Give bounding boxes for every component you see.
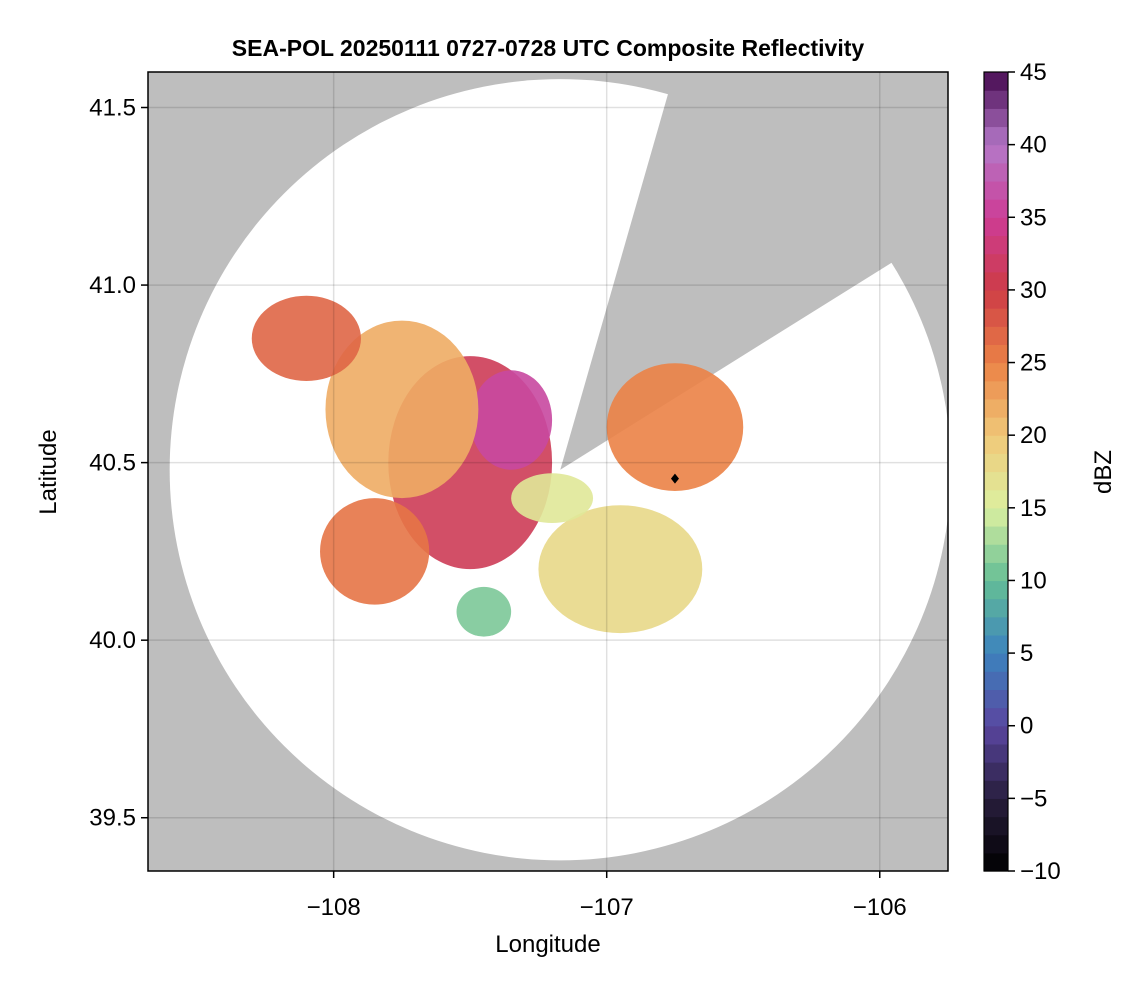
colorbar-segment bbox=[984, 235, 1008, 255]
echo-region bbox=[320, 498, 430, 605]
colorbar-segment bbox=[984, 326, 1008, 345]
colorbar-segment bbox=[984, 271, 1008, 291]
colorbar-segment bbox=[984, 126, 1008, 146]
colorbar-segment bbox=[984, 380, 1008, 400]
colorbar-tick-label: 15 bbox=[1020, 495, 1047, 522]
colorbar-segment bbox=[984, 689, 1008, 709]
colorbar-segment bbox=[984, 725, 1008, 745]
colorbar-segment bbox=[984, 217, 1008, 237]
colorbar-segment bbox=[984, 435, 1008, 454]
colorbar-tick-label: 40 bbox=[1020, 132, 1047, 159]
colorbar-segment bbox=[984, 144, 1008, 164]
colorbar-segment bbox=[984, 525, 1008, 545]
colorbar-segment bbox=[984, 616, 1008, 636]
colorbar-segment bbox=[984, 780, 1008, 799]
colorbar-segment bbox=[984, 634, 1008, 654]
echo-region bbox=[511, 473, 594, 523]
y-tick-label: 40.5 bbox=[89, 450, 136, 477]
plot-content bbox=[148, 72, 948, 871]
colorbar-segment bbox=[984, 762, 1008, 781]
plot-frame bbox=[147, 71, 949, 872]
chart-title: SEA-POL 20250111 0727-0728 UTC Composite… bbox=[232, 35, 865, 61]
colorbar-segment bbox=[984, 653, 1008, 672]
colorbar-segment bbox=[984, 289, 1008, 309]
colorbar-segment bbox=[984, 108, 1008, 128]
echo-region bbox=[456, 586, 512, 637]
colorbar-segment bbox=[984, 562, 1008, 582]
colorbar-segment bbox=[984, 743, 1008, 763]
colorbar-tick-label: 20 bbox=[1020, 422, 1047, 449]
echo-region bbox=[538, 505, 703, 634]
colorbar-tick-label: 25 bbox=[1020, 350, 1047, 377]
colorbar-tick-label: 35 bbox=[1020, 204, 1047, 231]
colorbar-segment bbox=[984, 816, 1008, 836]
echo-region bbox=[606, 363, 744, 492]
plot-area: −108 −107 −106 39.5 40.0 40.5 41.0 41.5 bbox=[89, 71, 949, 921]
colorbar-segment bbox=[984, 72, 1008, 91]
colorbar-segment bbox=[984, 162, 1008, 182]
x-tick-label: −106 bbox=[853, 894, 907, 921]
colorbar-segment bbox=[984, 417, 1008, 436]
colorbar-tick-label: 30 bbox=[1020, 277, 1047, 304]
colorbar-segment bbox=[984, 852, 1008, 872]
x-tick-label: −107 bbox=[580, 894, 634, 921]
colorbar-segment bbox=[984, 308, 1008, 327]
colorbar-label: dBZ bbox=[1090, 450, 1117, 494]
colorbar-tick-label: 45 bbox=[1020, 59, 1047, 86]
colorbar-segment bbox=[984, 671, 1008, 691]
site-marker-diamond bbox=[670, 473, 679, 484]
colorbar-segment bbox=[984, 798, 1008, 818]
y-axis-label: Latitude bbox=[35, 429, 62, 514]
y-tick-label: 40.0 bbox=[89, 627, 136, 654]
colorbar-tick-label: −5 bbox=[1020, 785, 1047, 812]
echo-region bbox=[251, 295, 361, 381]
colorbar-segment bbox=[984, 580, 1008, 600]
colorbar-tick-label: −10 bbox=[1020, 858, 1061, 885]
colorbar-segment bbox=[984, 199, 1008, 218]
colorbar-tick-label: 10 bbox=[1020, 567, 1047, 594]
colorbar-segment bbox=[984, 180, 1008, 200]
y-tick-label: 41.5 bbox=[89, 95, 136, 122]
colorbar-segment bbox=[984, 398, 1008, 418]
colorbar-frame bbox=[983, 71, 1009, 872]
colorbar-segment bbox=[984, 598, 1008, 618]
echo-region bbox=[470, 370, 553, 470]
colorbar-tick-label: 5 bbox=[1020, 640, 1033, 667]
colorbar-segment bbox=[984, 544, 1008, 563]
colorbar-segment bbox=[984, 362, 1008, 382]
colorbar-segment bbox=[984, 489, 1008, 509]
echo-regions bbox=[251, 295, 744, 637]
colorbar-segment bbox=[984, 344, 1008, 364]
colorbar-segment bbox=[984, 834, 1008, 854]
colorbar-segment bbox=[984, 90, 1008, 109]
x-tick-label: −108 bbox=[307, 894, 361, 921]
colorbar-segment bbox=[984, 471, 1008, 491]
x-axis-label: Longitude bbox=[495, 931, 600, 958]
echo-region bbox=[325, 320, 479, 499]
y-tick-label: 41.0 bbox=[89, 272, 136, 299]
colorbar-segment bbox=[984, 253, 1008, 273]
colorbar: −10 −5 0 5 10 15 20 25 30 35 40 45 bbox=[983, 59, 1061, 885]
colorbar-segment bbox=[984, 507, 1008, 527]
colorbar-tick-label: 0 bbox=[1020, 713, 1033, 740]
y-tick-label: 39.5 bbox=[89, 805, 136, 832]
colorbar-segment bbox=[984, 453, 1008, 473]
colorbar-segment bbox=[984, 707, 1008, 727]
